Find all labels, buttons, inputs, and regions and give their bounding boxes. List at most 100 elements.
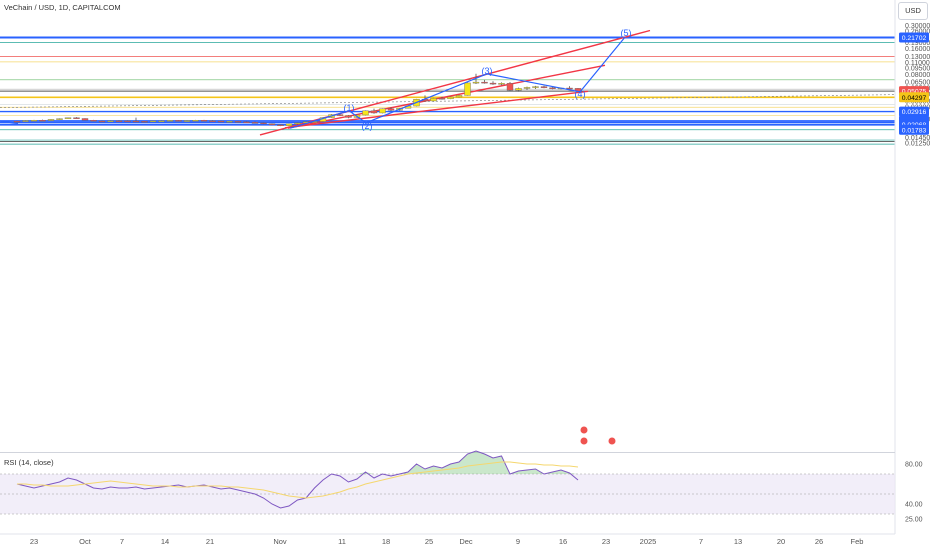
candle-44 bbox=[387, 108, 395, 111]
candle-27 bbox=[243, 121, 250, 124]
candle-19 bbox=[175, 120, 182, 122]
price-tick-6: 0.09500 bbox=[905, 65, 930, 72]
candle-17 bbox=[158, 120, 165, 122]
rsi-tick-2: 25.00 bbox=[905, 517, 923, 524]
event-marker-lightning bbox=[580, 426, 588, 434]
candle-25 bbox=[226, 121, 233, 123]
candle-43 bbox=[379, 108, 386, 114]
price-tick-7: 0.08000 bbox=[905, 72, 930, 79]
candle-29 bbox=[260, 122, 267, 125]
price-tag-3: 0.02916 bbox=[902, 109, 927, 116]
rsi-ma-line bbox=[17, 461, 579, 499]
price-tag-bg-0 bbox=[899, 32, 929, 43]
candle-65 bbox=[566, 87, 573, 90]
time-tick-2: 7 bbox=[120, 537, 124, 546]
candle-62 bbox=[540, 86, 548, 88]
candle-24 bbox=[217, 120, 225, 123]
candle-20 bbox=[183, 120, 191, 122]
price-tick-3: 0.16000 bbox=[905, 46, 930, 53]
candle-58 bbox=[506, 83, 514, 91]
candle-14 bbox=[132, 120, 140, 123]
candle-4 bbox=[47, 119, 55, 121]
time-tick-12: 23 bbox=[602, 537, 610, 546]
price-tick-5: 0.11000 bbox=[905, 60, 930, 67]
candle-7 bbox=[73, 117, 80, 119]
time-tick-3: 14 bbox=[161, 537, 169, 546]
price-tick-2: 0.19000 bbox=[905, 40, 930, 47]
candle-52 bbox=[455, 95, 463, 98]
candle-26 bbox=[234, 121, 242, 123]
candle-13 bbox=[124, 120, 131, 123]
candle-33 bbox=[294, 122, 301, 125]
time-tick-13: 2025 bbox=[640, 537, 657, 546]
candle-8 bbox=[81, 118, 89, 121]
candle-41 bbox=[362, 110, 369, 116]
candle-6 bbox=[64, 117, 72, 119]
candle-55 bbox=[481, 81, 488, 84]
candle-10 bbox=[98, 120, 106, 123]
wave-label-3: (3) bbox=[482, 66, 493, 76]
candle-23 bbox=[209, 120, 216, 122]
wave-label-1: (1) bbox=[344, 103, 355, 113]
candle-12 bbox=[115, 120, 123, 122]
event-marker-flag-2 bbox=[608, 437, 616, 445]
candle-59 bbox=[515, 88, 522, 91]
channel-line-2 bbox=[284, 90, 589, 129]
price-tick-4: 0.13000 bbox=[905, 54, 930, 61]
price-tick-15: 0.01250 bbox=[905, 140, 930, 147]
time-tick-6: 11 bbox=[338, 537, 346, 546]
time-tick-11: 16 bbox=[559, 537, 567, 546]
rsi-tick-1: 40.00 bbox=[905, 502, 923, 509]
candle-5 bbox=[56, 118, 63, 120]
time-tick-0: 23 bbox=[30, 537, 38, 546]
candle-31 bbox=[277, 124, 284, 127]
time-tick-18: Feb bbox=[851, 537, 864, 546]
time-tick-5: Nov bbox=[273, 537, 287, 546]
price-tag-0: 0.21702 bbox=[902, 35, 927, 42]
candle-57 bbox=[498, 83, 505, 85]
time-tick-14: 7 bbox=[699, 537, 703, 546]
time-tick-7: 18 bbox=[382, 537, 390, 546]
dotted-trendline bbox=[0, 94, 896, 108]
candle-16 bbox=[149, 120, 157, 123]
time-tick-4: 21 bbox=[206, 537, 214, 546]
currency-button[interactable]: USD bbox=[898, 2, 928, 20]
time-tick-10: 9 bbox=[516, 537, 520, 546]
price-tick-8: 0.06500 bbox=[905, 79, 930, 86]
price-tag-8: 0.01783 bbox=[902, 127, 927, 134]
candle-32 bbox=[285, 123, 293, 126]
price-tag-bg-2 bbox=[899, 92, 929, 103]
rsi-overbought-fill bbox=[17, 451, 578, 474]
time-tick-9: Dec bbox=[459, 537, 473, 546]
channel-line-1 bbox=[287, 64, 606, 129]
candle-56 bbox=[489, 82, 497, 85]
price-tag-1: 0.05075 bbox=[902, 89, 927, 96]
wave-label-4: (4) bbox=[575, 89, 586, 99]
candle-3 bbox=[39, 120, 46, 122]
price-tag-2: 0.04297 bbox=[902, 95, 927, 102]
price-tag-bg-8 bbox=[899, 124, 929, 135]
rsi-line bbox=[16, 450, 579, 509]
candle-50 bbox=[438, 98, 446, 100]
candle-30 bbox=[268, 123, 276, 126]
time-tick-16: 20 bbox=[777, 537, 785, 546]
candle-9 bbox=[90, 120, 97, 122]
candle-63 bbox=[549, 87, 556, 89]
candle-39 bbox=[345, 115, 352, 118]
candle-21 bbox=[192, 120, 199, 122]
candle-11 bbox=[107, 120, 114, 122]
candle-0 bbox=[13, 120, 21, 123]
candle-42 bbox=[370, 110, 378, 114]
candle-61 bbox=[532, 86, 539, 88]
candle-1 bbox=[22, 120, 29, 122]
wave-label-5: (5) bbox=[621, 28, 632, 38]
wave-label-2: (2) bbox=[362, 121, 373, 131]
event-marker-flag-1 bbox=[580, 437, 588, 445]
candle-49 bbox=[430, 98, 437, 102]
candle-38 bbox=[336, 114, 344, 116]
rsi-tick-0: 80.00 bbox=[905, 462, 923, 469]
chart-title: VeChain / USD, 1D, CAPITALCOM bbox=[4, 3, 121, 12]
candle-18 bbox=[166, 120, 174, 122]
time-tick-15: 13 bbox=[734, 537, 742, 546]
